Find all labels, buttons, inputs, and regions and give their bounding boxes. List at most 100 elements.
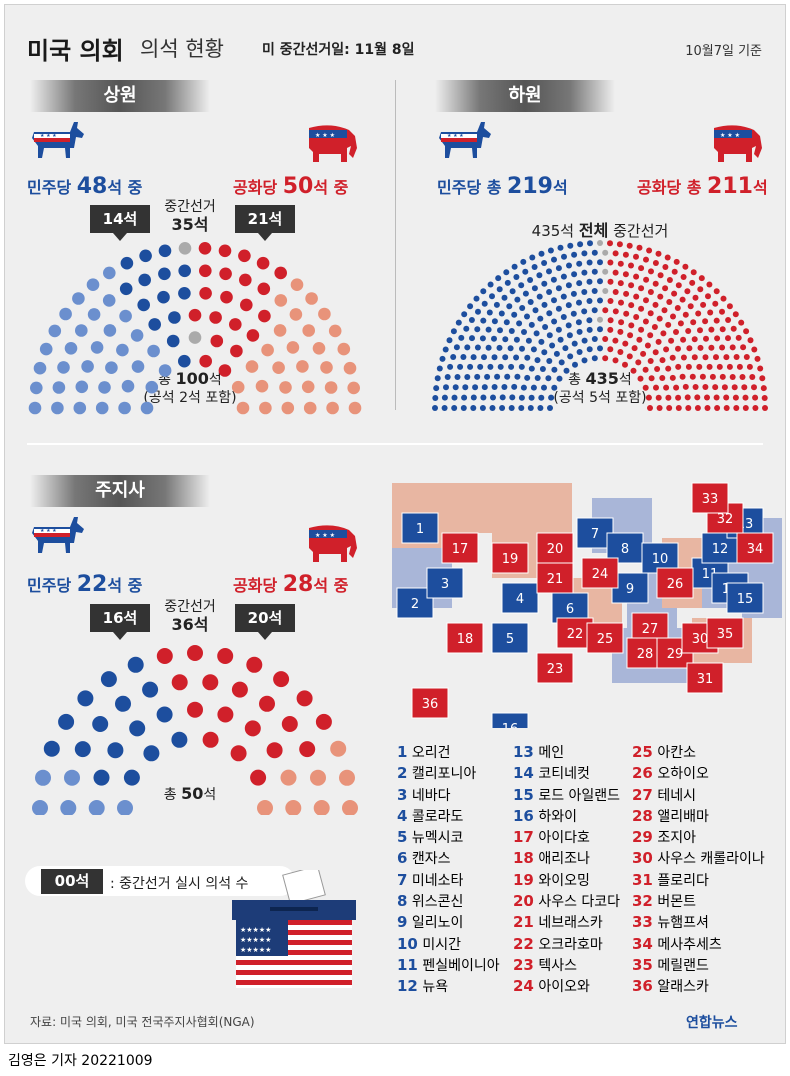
state-list-name: 사우스 다코다 — [533, 894, 621, 911]
seat-dot — [716, 363, 723, 370]
page-subtitle: 의석 현황 — [140, 37, 224, 61]
seat-dot — [647, 289, 654, 295]
seat-dot — [656, 315, 663, 322]
state-31 — [686, 662, 724, 694]
seat-dot — [439, 355, 446, 362]
seat-dot — [673, 384, 680, 391]
governors-rep-label: 공화당 28석 중 — [233, 572, 349, 597]
seat-dot — [533, 330, 540, 337]
state-list-name: 오하이오 — [652, 766, 709, 783]
seat-dot — [542, 324, 549, 330]
seat-dot — [725, 317, 732, 323]
seat-dot — [671, 290, 678, 297]
seat-dot — [560, 293, 567, 300]
seat-dot — [506, 303, 513, 310]
seat-dot — [685, 328, 692, 334]
seat-dot — [700, 301, 707, 308]
seat-dot — [330, 740, 347, 757]
house-dem-label: 민주당 총 219석 — [437, 174, 568, 199]
seat-dot — [121, 379, 135, 393]
seat-dot — [607, 240, 613, 247]
state-list-name: 미시간 — [417, 936, 461, 953]
seat-dot — [257, 282, 271, 296]
seat-dot — [116, 343, 129, 357]
seat-dot — [460, 354, 467, 360]
state-list-name: 텍사스 — [533, 957, 577, 974]
state-number-label: 26 — [667, 577, 684, 592]
seat-dot — [527, 299, 534, 305]
seat-dot — [659, 375, 666, 381]
senate-total-label: 총 100석 (공석 2석 포함) — [143, 369, 237, 407]
seat-dot — [575, 319, 582, 326]
seat-dot — [551, 366, 558, 373]
seat-dot — [626, 353, 633, 360]
seat-dot — [77, 690, 94, 707]
seat-dot — [528, 394, 535, 401]
state-list-name: 조지아 — [652, 830, 696, 847]
state-list-name: 뉴햄프셔 — [652, 915, 709, 932]
seat-dot — [303, 401, 317, 415]
state-list-item: 9 일리노이 — [397, 912, 500, 933]
seat-dot — [581, 337, 588, 344]
seat-dot — [74, 741, 91, 758]
seat-dot — [622, 340, 629, 347]
seat-dot — [343, 361, 357, 375]
seat-dot — [685, 363, 692, 370]
election-date: 미 중간선거일: 11월 8일 — [262, 42, 415, 58]
seat-dot — [166, 334, 180, 348]
seat-dot — [617, 260, 624, 267]
seat-dot — [675, 405, 682, 411]
seat-dot — [555, 285, 562, 292]
state-list-number: 20 — [513, 892, 534, 911]
seat-dot — [541, 301, 548, 308]
seat-dot — [577, 241, 584, 248]
svg-text:★★★★★: ★★★★★ — [240, 926, 271, 934]
seat-dot — [147, 344, 160, 358]
seat-dot — [470, 354, 477, 361]
donkey-icon: ★ ★ ★ — [32, 122, 84, 158]
state-list-name: 펜실베이니아 — [417, 957, 500, 974]
seat-dot — [511, 311, 518, 318]
seat-dot — [528, 321, 535, 328]
seat-dot — [231, 681, 248, 698]
seat-dot — [571, 340, 578, 347]
seat-dot — [35, 769, 51, 786]
seat-dot — [723, 354, 730, 361]
seat-dot — [612, 250, 619, 257]
seat-dot — [229, 318, 242, 331]
state-list-name: 뉴멕시코 — [407, 830, 464, 847]
seat-dot — [261, 343, 274, 357]
seat-dot — [691, 354, 698, 361]
seat-dot — [238, 249, 251, 263]
seat-dot — [687, 303, 694, 310]
seat-dot — [652, 260, 659, 266]
state-21 — [536, 562, 574, 594]
seat-dot — [503, 269, 510, 276]
seat-dot — [570, 310, 577, 317]
seat-dot — [663, 384, 670, 391]
seat-dot — [462, 384, 469, 391]
seat-dot — [272, 361, 285, 374]
state-list-number: 16 — [513, 806, 534, 825]
seat-dot — [266, 742, 283, 759]
seat-dot — [576, 349, 583, 355]
governors-total-label: 총 50석 — [163, 784, 217, 804]
seat-dot — [313, 800, 330, 815]
seat-dot — [178, 242, 192, 255]
seat-dot — [597, 316, 603, 323]
seat-dot — [638, 285, 645, 292]
house-seat-chart — [432, 240, 768, 411]
seat-dot — [637, 375, 644, 382]
seat-dot — [642, 384, 649, 391]
seat-dot — [561, 253, 567, 260]
seat-dot — [697, 327, 703, 334]
state-list-item: 20 사우스 다코다 — [513, 891, 620, 912]
seat-dot — [633, 273, 640, 280]
state-list-name: 메인 — [533, 745, 565, 761]
seat-dot — [342, 800, 358, 815]
seat-dot — [103, 266, 116, 280]
seat-dot — [566, 332, 573, 339]
seat-dot — [662, 285, 669, 292]
state-list-item: 34 메사추세츠 — [632, 934, 765, 955]
seat-dot — [531, 285, 538, 292]
